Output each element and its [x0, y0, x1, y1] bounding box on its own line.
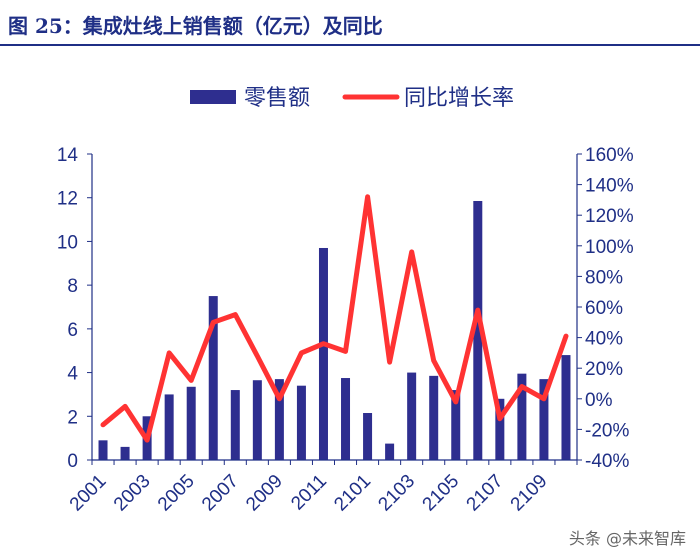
point-2103	[411, 251, 412, 252]
point-2101	[367, 196, 368, 197]
legend-swatch-bar	[190, 90, 236, 104]
bar-2110	[561, 355, 571, 460]
point-2011	[323, 343, 324, 344]
point-2109	[543, 398, 544, 399]
y-right-tick-label: 120%	[585, 206, 634, 227]
y-right-tick-label: 20%	[585, 359, 623, 380]
point-2012	[345, 351, 346, 352]
x-tick-label: 2001	[66, 471, 111, 516]
bar-2108	[517, 373, 527, 460]
point-2102	[389, 362, 390, 363]
bar-2109	[539, 379, 549, 460]
y-right-tick-label: 80%	[585, 267, 623, 288]
bar-2102	[385, 443, 395, 460]
line-series	[100, 194, 569, 443]
x-tick-label: 2103	[374, 471, 419, 516]
point-2005	[191, 380, 192, 381]
bar-2012	[341, 378, 351, 460]
axes	[87, 153, 582, 465]
x-tick-label: 2109	[507, 471, 552, 516]
x-tick-label: 2005	[154, 471, 199, 516]
y-axis-right: -40% -20% 0% 20% 40% 60% 80% 100% 120% 140% 160%	[585, 145, 634, 472]
x-axis: 2001 2003 2005 2007 2009 2011 2101 2103 2105 2107…	[66, 471, 552, 516]
x-tick-label: 2101	[330, 471, 375, 516]
bar-2004	[164, 394, 174, 460]
y-left-tick-label: 2	[67, 407, 78, 428]
y-right-tick-label: 140%	[585, 176, 634, 197]
y-right-tick-label: 60%	[585, 298, 623, 319]
bar-2001	[98, 440, 108, 460]
bar-2011	[318, 247, 328, 460]
point-2105	[455, 401, 456, 402]
y-right-tick-label: 100%	[585, 237, 634, 258]
bar-2008	[252, 380, 262, 460]
y-axis-left: 0 2 4 6 8 10 12 14	[57, 145, 79, 472]
y-right-tick-label: 160%	[585, 145, 634, 166]
point-2006	[213, 322, 214, 323]
point-2002	[125, 406, 126, 407]
page-title: 图 25：集成灶线上销售额（亿元）及同比	[8, 14, 383, 38]
title-bar: 图 25：集成灶线上销售额（亿元）及同比	[0, 0, 700, 46]
y-left-tick-label: 12	[57, 189, 78, 210]
y-left-tick-label: 6	[67, 320, 78, 341]
bar-2009	[274, 379, 284, 460]
point-2106	[477, 310, 478, 311]
point-2008	[257, 355, 258, 356]
legend-label-bar: 零售额	[244, 86, 310, 111]
x-tick-label: 2007	[198, 471, 243, 516]
y-right-tick-label: -40%	[585, 451, 629, 472]
watermark-text: 头条 @未来智库	[569, 529, 686, 548]
y-left-tick-label: 10	[57, 232, 78, 253]
y-left-tick-label: 0	[67, 451, 78, 472]
x-tick-label: 2009	[242, 471, 287, 516]
point-2003	[147, 440, 148, 441]
y-right-tick-label: 0%	[585, 390, 613, 411]
bar-2103	[407, 372, 417, 460]
bar-2002	[120, 446, 130, 460]
x-tick-label: 2003	[110, 471, 155, 516]
bar-2006	[208, 296, 218, 460]
bar-2105	[451, 390, 461, 460]
bar-2005	[186, 386, 196, 460]
bar-2107	[495, 398, 505, 460]
bar-2104	[429, 375, 439, 460]
bar-2106	[473, 200, 483, 460]
y-right-tick-label: -20%	[585, 420, 629, 441]
y-left-tick-label: 4	[67, 364, 78, 385]
y-left-tick-label: 14	[57, 145, 79, 166]
point-2108	[521, 386, 522, 387]
y-right-tick-label: 40%	[585, 329, 623, 350]
point-2004	[169, 352, 170, 353]
x-tick-label: 2107	[463, 471, 508, 516]
point-2110	[565, 336, 566, 337]
bar-2007	[230, 390, 240, 460]
bar-2101	[363, 413, 373, 460]
legend-label-line: 同比增长率	[404, 86, 514, 111]
point-2104	[433, 360, 434, 361]
point-2010	[301, 352, 302, 353]
point-2107	[499, 418, 500, 419]
point-2001	[103, 424, 104, 425]
line-yoy-growth	[100, 194, 569, 443]
point-2007	[235, 314, 236, 315]
x-tick-label: 2011	[287, 471, 331, 515]
bar-2010	[296, 385, 306, 460]
legend: 零售额 同比增长率	[190, 86, 514, 111]
title-divider	[0, 44, 700, 46]
y-left-tick-label: 8	[67, 276, 78, 297]
point-2009	[279, 398, 280, 399]
x-tick-label: 2105	[419, 471, 464, 516]
